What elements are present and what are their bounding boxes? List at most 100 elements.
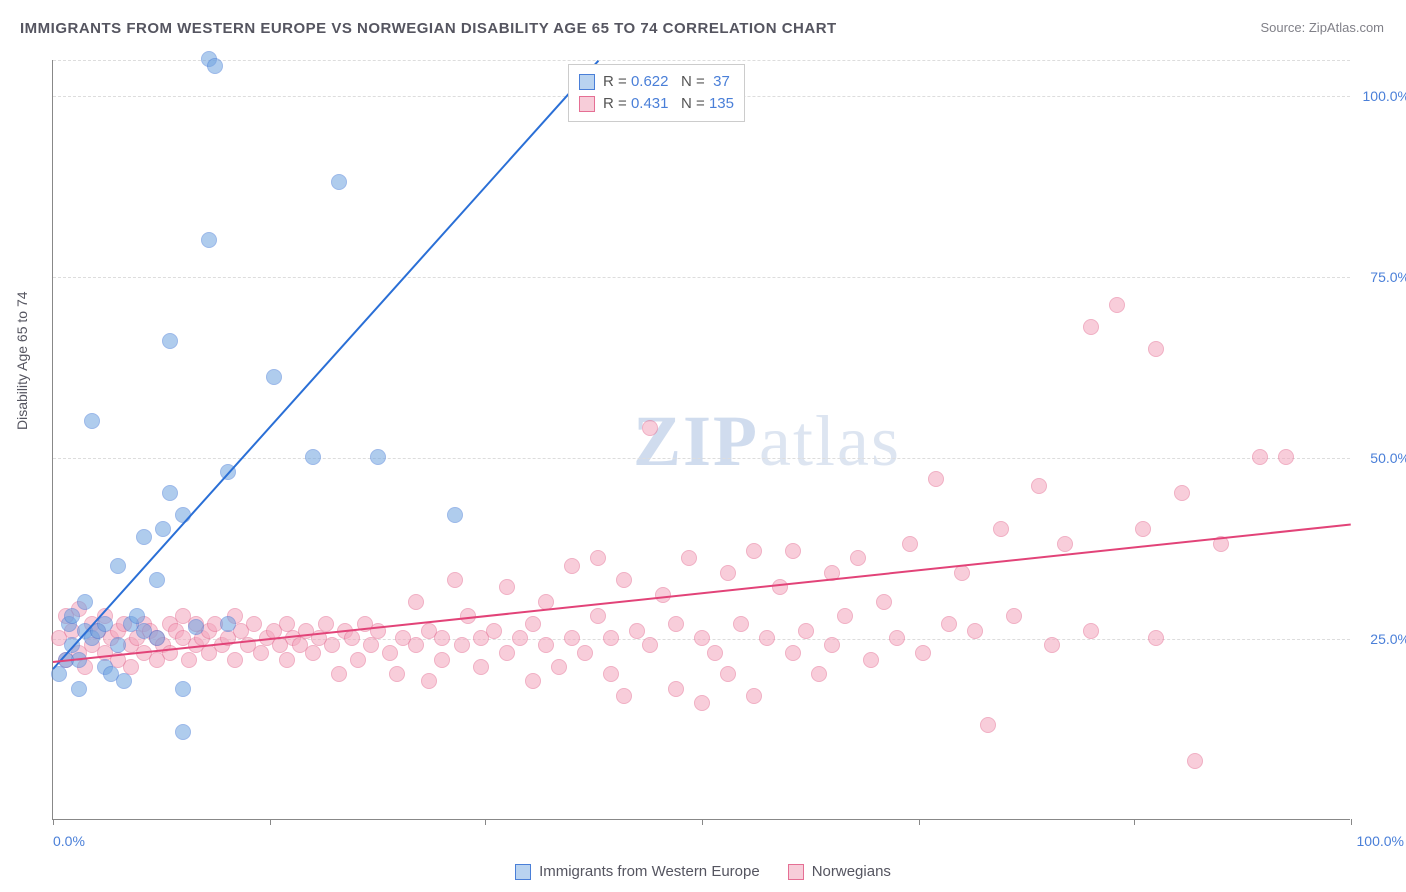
data-point (382, 645, 398, 661)
data-point (77, 594, 93, 610)
data-point (363, 637, 379, 653)
data-point (136, 529, 152, 545)
data-point (499, 645, 515, 661)
y-tick-label: 100.0% (1354, 88, 1406, 104)
legend-stats: R = 0.622 N = 37R = 0.431 N = 135 (568, 64, 745, 122)
data-point (655, 587, 671, 603)
data-point (798, 623, 814, 639)
data-point (227, 652, 243, 668)
data-point (1148, 630, 1164, 646)
x-tick (702, 819, 703, 825)
data-point (220, 616, 236, 632)
gridline (53, 458, 1350, 459)
data-point (590, 608, 606, 624)
data-point (1187, 753, 1203, 769)
legend-stats-text: R = 0.622 N = 37 (603, 71, 730, 93)
legend-swatch (579, 96, 595, 112)
data-point (1083, 623, 1099, 639)
data-point (1083, 319, 1099, 335)
data-point (155, 521, 171, 537)
data-point (915, 645, 931, 661)
legend-label: Immigrants from Western Europe (539, 863, 760, 880)
chart-title: IMMIGRANTS FROM WESTERN EUROPE VS NORWEG… (20, 20, 837, 37)
data-point (324, 637, 340, 653)
data-point (694, 630, 710, 646)
data-point (454, 637, 470, 653)
data-point (1135, 521, 1151, 537)
data-point (811, 666, 827, 682)
legend-swatch (579, 74, 595, 90)
data-point (162, 485, 178, 501)
data-point (207, 58, 223, 74)
data-point (331, 174, 347, 190)
data-point (350, 652, 366, 668)
data-point (318, 616, 334, 632)
data-point (188, 619, 204, 635)
data-point (175, 724, 191, 740)
y-tick-label: 75.0% (1354, 269, 1406, 285)
data-point (201, 232, 217, 248)
data-point (1252, 449, 1268, 465)
data-point (837, 608, 853, 624)
data-point (181, 652, 197, 668)
data-point (434, 652, 450, 668)
data-point (408, 594, 424, 610)
data-point (389, 666, 405, 682)
legend-item: Norwegians (788, 863, 891, 880)
gridline (53, 60, 1350, 61)
data-point (889, 630, 905, 646)
data-point (1148, 341, 1164, 357)
data-point (538, 637, 554, 653)
data-point (1006, 608, 1022, 624)
data-point (772, 579, 788, 595)
data-point (603, 666, 619, 682)
data-point (720, 565, 736, 581)
legend-bottom: Immigrants from Western Europe Norwegians (0, 863, 1406, 880)
data-point (1057, 536, 1073, 552)
data-point (246, 616, 262, 632)
y-tick-label: 50.0% (1354, 450, 1406, 466)
data-point (266, 369, 282, 385)
data-point (525, 673, 541, 689)
legend-item: Immigrants from Western Europe (515, 863, 760, 880)
data-point (642, 420, 658, 436)
data-point (902, 536, 918, 552)
data-point (149, 572, 165, 588)
data-point (850, 550, 866, 566)
data-point (941, 616, 957, 632)
data-point (668, 681, 684, 697)
x-tick (270, 819, 271, 825)
x-axis-min-label: 0.0% (53, 833, 85, 849)
data-point (110, 558, 126, 574)
data-point (447, 507, 463, 523)
trend-line (52, 60, 599, 669)
data-point (434, 630, 450, 646)
gridline (53, 277, 1350, 278)
x-axis-max-label: 100.0% (1357, 833, 1404, 849)
data-point (149, 630, 165, 646)
data-point (980, 717, 996, 733)
source-label: Source: ZipAtlas.com (1260, 20, 1384, 35)
data-point (863, 652, 879, 668)
data-point (785, 543, 801, 559)
data-point (331, 666, 347, 682)
y-tick-label: 25.0% (1354, 631, 1406, 647)
data-point (720, 666, 736, 682)
data-point (64, 608, 80, 624)
data-point (876, 594, 892, 610)
x-tick (485, 819, 486, 825)
data-point (577, 645, 593, 661)
data-point (616, 572, 632, 588)
legend-stats-row: R = 0.431 N = 135 (579, 93, 734, 115)
data-point (629, 623, 645, 639)
watermark: ZIPatlas (633, 400, 901, 483)
data-point (616, 688, 632, 704)
data-point (564, 630, 580, 646)
data-point (928, 471, 944, 487)
data-point (681, 550, 697, 566)
y-axis-label: Disability Age 65 to 74 (14, 291, 30, 430)
data-point (305, 449, 321, 465)
legend-swatch (788, 864, 804, 880)
legend-label: Norwegians (812, 863, 891, 880)
data-point (499, 579, 515, 595)
